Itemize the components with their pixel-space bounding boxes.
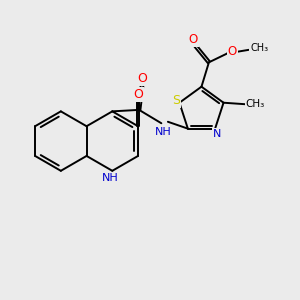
Text: CH₃: CH₃ — [250, 44, 268, 53]
Text: S: S — [172, 94, 180, 107]
Text: O: O — [228, 44, 237, 58]
Text: O: O — [137, 73, 147, 85]
Text: CH₃: CH₃ — [246, 99, 265, 109]
Text: O: O — [133, 88, 143, 101]
Text: O: O — [188, 33, 198, 46]
Text: NH: NH — [154, 127, 171, 136]
Text: N: N — [212, 129, 221, 139]
Text: NH: NH — [102, 173, 118, 183]
